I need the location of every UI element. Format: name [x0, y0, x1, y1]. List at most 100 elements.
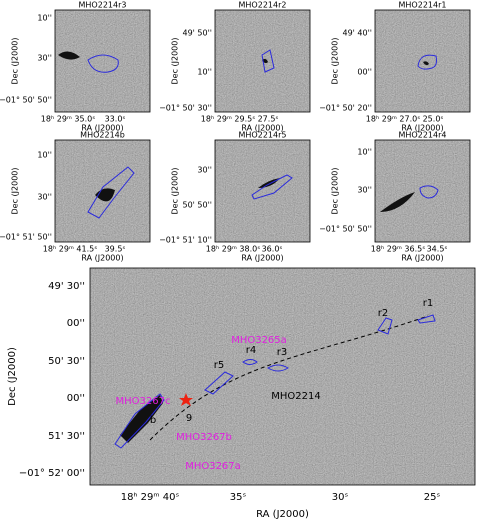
object-label: MHO3267b	[176, 432, 232, 443]
image-frame	[89, 267, 476, 486]
x-axis-label: RA (J2000)	[401, 124, 443, 133]
panel-title: MHO2214r2	[239, 1, 287, 10]
contour	[251, 174, 293, 200]
contour	[267, 364, 289, 372]
x-tick-label: 33.0ˢ	[105, 115, 126, 124]
contour	[204, 371, 234, 395]
y-axis-label: Dec (J2000)	[11, 38, 20, 85]
y-tick-label: −01° 52' 00''	[19, 468, 85, 479]
object-label: MHO3267a	[185, 461, 241, 472]
panel-title: MHO2214r4	[399, 131, 447, 140]
panel-title: MHO2214r3	[79, 1, 127, 10]
y-tick-label: 10''	[37, 14, 52, 23]
y-tick-label: 10''	[357, 148, 372, 157]
y-tick-label: 10''	[197, 68, 212, 77]
panel-title: MHO2214r5	[239, 131, 287, 140]
y-tick-label: −01° 50' 50''	[0, 96, 52, 105]
y-tick-label: 00''	[357, 68, 372, 77]
emission-blob	[58, 51, 80, 60]
contour	[417, 54, 437, 70]
region-label: r3	[277, 347, 287, 358]
contour	[261, 49, 275, 73]
contour	[377, 317, 393, 335]
emission-blob	[423, 61, 429, 66]
contour	[87, 54, 119, 73]
image-frame	[214, 139, 311, 243]
contour	[114, 393, 165, 449]
emission-blob	[262, 58, 268, 64]
region-label: b	[150, 415, 156, 426]
x-tick-label: 18ʰ 29ᵐ 40ˢ	[121, 492, 180, 503]
y-axis-label: Dec (J2000)	[171, 168, 180, 215]
x-tick-label: 18ʰ 29ᵐ 35.0ˢ	[41, 115, 95, 124]
y-tick-label: −01° 50' 20''	[319, 104, 372, 113]
contour	[87, 166, 135, 219]
y-tick-label: −01° 50' 50''	[319, 225, 372, 234]
y-tick-label: 51' 30''	[48, 431, 85, 442]
source-star	[179, 393, 193, 406]
y-tick-label: −01° 51' 10''	[159, 236, 212, 245]
region-label: 9	[186, 413, 192, 424]
y-axis-label: Dec (J2000)	[11, 168, 20, 215]
y-tick-label: −01° 50' 30''	[159, 104, 212, 113]
object-label: MHO3265a	[231, 335, 287, 346]
y-tick-label: 30''	[37, 193, 52, 202]
image-noise	[215, 140, 310, 242]
contour	[419, 185, 439, 199]
y-tick-label: 10''	[37, 151, 52, 160]
y-tick-label: 50' 30''	[48, 356, 85, 367]
emission-blob	[120, 395, 163, 443]
y-tick-label: 30''	[357, 186, 372, 195]
x-tick-label: 18ʰ 29ᵐ 38.0ˢ	[206, 245, 260, 254]
y-axis-label: Dec (J2000)	[171, 38, 180, 85]
y-tick-label: 49' 50''	[183, 29, 213, 38]
panel-title: MHO2214b	[80, 131, 125, 140]
x-tick-label: 36.0ˢ	[262, 245, 283, 254]
image-noise	[215, 10, 310, 112]
x-tick-label: 18ʰ 29ᵐ 36.5ˢ	[371, 245, 425, 254]
y-tick-label: 49' 40''	[343, 29, 373, 38]
y-tick-label: −01° 51' 50''	[0, 233, 52, 242]
y-axis-label: Dec (J2000)	[331, 38, 340, 85]
x-tick-label: 25ˢ	[424, 492, 441, 503]
y-tick-label: 50' 50''	[183, 201, 213, 210]
x-tick-label: 18ʰ 29ᵐ 41.5ˢ	[43, 245, 97, 254]
x-tick-label: 18ʰ 29ᵐ 29.5ˢ	[201, 115, 255, 124]
region-label: r5	[214, 360, 224, 371]
image-noise	[90, 268, 475, 485]
y-axis-label: Dec (J2000)	[7, 347, 18, 406]
contour	[417, 314, 436, 324]
image-noise	[375, 140, 470, 242]
x-tick-label: 18ʰ 29ᵐ 27.0ˢ	[366, 115, 420, 124]
image-frame	[54, 139, 151, 243]
image-frame	[214, 9, 311, 113]
region-label: r2	[378, 308, 388, 319]
region-label: r1	[423, 298, 433, 309]
emission-blob	[258, 178, 280, 188]
x-tick-label: 35ˢ	[230, 492, 247, 503]
main-panel: 49' 30'' 00'' 50' 30'' 00'' 51' 30'' −01° 52'…	[7, 268, 475, 520]
region-label: r4	[246, 345, 256, 356]
panel-title: MHO2214r1	[399, 1, 447, 10]
image-frame	[54, 9, 151, 113]
object-label: MHO3267c	[116, 396, 171, 407]
image-frame	[374, 9, 471, 113]
y-tick-label: 49' 30''	[48, 281, 85, 292]
x-tick-label: 25.0ˢ	[423, 115, 444, 124]
image-noise	[375, 10, 470, 112]
x-axis-label: RA (J2000)	[241, 124, 283, 133]
image-frame	[374, 139, 471, 243]
x-axis-label: RA (J2000)	[81, 124, 123, 133]
y-tick-label: 30''	[197, 166, 212, 175]
x-tick-label: 27.5ˢ	[258, 115, 279, 124]
x-axis-label: RA (J2000)	[81, 254, 123, 263]
y-tick-label: 00''	[67, 393, 85, 404]
x-axis-label: RA (J2000)	[256, 509, 309, 520]
region-label: MHO2214	[271, 391, 320, 402]
image-noise	[55, 10, 150, 112]
y-axis-label: Dec (J2000)	[331, 168, 340, 215]
x-axis-label: RA (J2000)	[241, 254, 283, 263]
x-tick-label: 39.5ˢ	[105, 245, 126, 254]
emission-blob	[380, 192, 415, 212]
